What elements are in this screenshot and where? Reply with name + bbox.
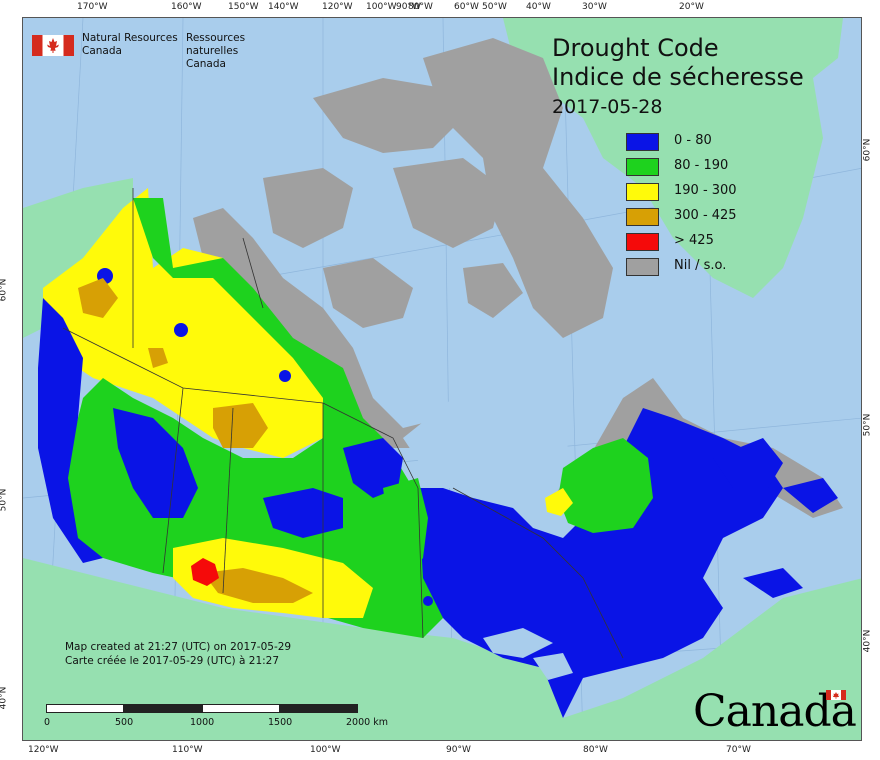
lat-tick-right: 60°N <box>862 138 873 162</box>
map-date: 2017-05-28 <box>552 96 663 118</box>
scale-segment <box>124 704 202 713</box>
drought-zone-190-300-quebec <box>545 488 573 516</box>
scale-label: 1000 <box>190 717 215 728</box>
lon-tick-top: 80°W <box>408 2 433 12</box>
drought-zone-300-425-prairie <box>203 568 313 603</box>
scale-label: 2000 km <box>346 717 388 728</box>
lon-tick-top: 140°W <box>268 2 299 12</box>
canada-flag-icon <box>32 35 74 56</box>
great-lakes <box>483 628 573 680</box>
lon-tick-bottom: 70°W <box>726 745 751 755</box>
greenland-landmass <box>503 18 843 298</box>
drought-zone-80-190-west <box>63 198 443 638</box>
credit-en: Map created at 21:27 (UTC) on 2017-05-29 <box>65 641 292 653</box>
title-en: Drought Code <box>552 34 719 62</box>
agency-name-en: Natural Resources Canada <box>82 32 178 58</box>
agency-name-fr: Ressources naturelles Canada <box>186 32 292 71</box>
nrcan-identifier: Natural Resources Canada Ressources natu… <box>32 32 292 70</box>
legend-swatch <box>626 233 659 251</box>
drought-zone-80-190-east <box>558 438 653 533</box>
lon-tick-bottom: 100°W <box>310 745 341 755</box>
legend-swatch <box>626 133 659 151</box>
usa-landmass <box>23 558 861 740</box>
province-boundaries <box>62 188 624 659</box>
legend-swatch <box>626 208 659 226</box>
lon-tick-top: 90°W <box>396 2 421 12</box>
scale-segment <box>46 704 124 713</box>
legend-label: 0 - 80 <box>674 133 712 148</box>
title-fr: Indice de sécheresse <box>552 63 804 91</box>
lon-tick-top: 170°W <box>77 2 108 12</box>
lon-tick-bottom: 90°W <box>446 745 471 755</box>
hudson-bay <box>403 388 573 498</box>
lat-tick-right: 40°N <box>862 629 873 653</box>
legend-swatch <box>626 183 659 201</box>
agency-en-line: Canada <box>82 45 122 57</box>
drought-zone-80-190-north-ontario <box>383 478 428 578</box>
scale-bar: 0 500 1000 1500 2000 km <box>44 704 388 734</box>
drought-map <box>22 17 862 741</box>
legend-swatch <box>626 158 659 176</box>
map-canvas <box>23 18 861 740</box>
lat-tick-left: 40°N <box>0 686 9 710</box>
lon-tick-top: 30°W <box>582 2 607 12</box>
scale-label: 1500 <box>268 717 293 728</box>
legend-label: 190 - 300 <box>674 183 737 198</box>
map-credits: Map created at 21:27 (UTC) on 2017-05-29… <box>65 640 291 668</box>
agency-fr-line: Canada <box>186 58 226 70</box>
credit-fr: Carte créée le 2017-05-29 (UTC) à 21:27 <box>65 655 280 667</box>
legend-label: 80 - 190 <box>674 158 729 173</box>
scale-label: 500 <box>115 717 134 728</box>
scale-segment <box>202 704 280 713</box>
lon-tick-top: 50°W <box>482 2 507 12</box>
lon-tick-top: 150°W <box>228 2 259 12</box>
lat-tick-left: 50°N <box>0 488 9 512</box>
atlantic-provinces <box>713 438 838 598</box>
lon-tick-top: 60°W <box>454 2 479 12</box>
lon-tick-top: 160°W <box>171 2 202 12</box>
arctic-islands <box>263 38 613 338</box>
scale-label: 0 <box>44 717 51 728</box>
lon-tick-top: 100°W <box>366 2 397 12</box>
legend-label: Nil / s.o. <box>674 258 727 273</box>
legend-label: > 425 <box>674 233 714 248</box>
drought-zone-190-300-west <box>43 188 333 458</box>
lon-tick-bottom: 120°W <box>28 745 59 755</box>
drought-zone-0-80-west <box>38 268 433 606</box>
map-title: Drought Code Indice de sécheresse 2017-0… <box>552 34 804 120</box>
scale-segment <box>280 704 358 713</box>
lon-tick-top: 40°W <box>526 2 551 12</box>
lon-tick-bottom: 110°W <box>172 745 203 755</box>
drought-zone-over-425 <box>191 558 219 586</box>
legend-swatch <box>626 258 659 276</box>
lat-tick-left: 60°N <box>0 278 9 302</box>
lat-tick-right: 50°N <box>862 413 873 437</box>
legend-label: 300 - 425 <box>674 208 737 223</box>
agency-fr-line: Ressources naturelles <box>186 32 246 57</box>
agency-en-line: Natural Resources <box>82 32 178 44</box>
lon-tick-top: 120°W <box>322 2 353 12</box>
wordmark-flag-icon <box>826 690 846 700</box>
lon-tick-bottom: 80°W <box>583 745 608 755</box>
lon-tick-top: 20°W <box>679 2 704 12</box>
